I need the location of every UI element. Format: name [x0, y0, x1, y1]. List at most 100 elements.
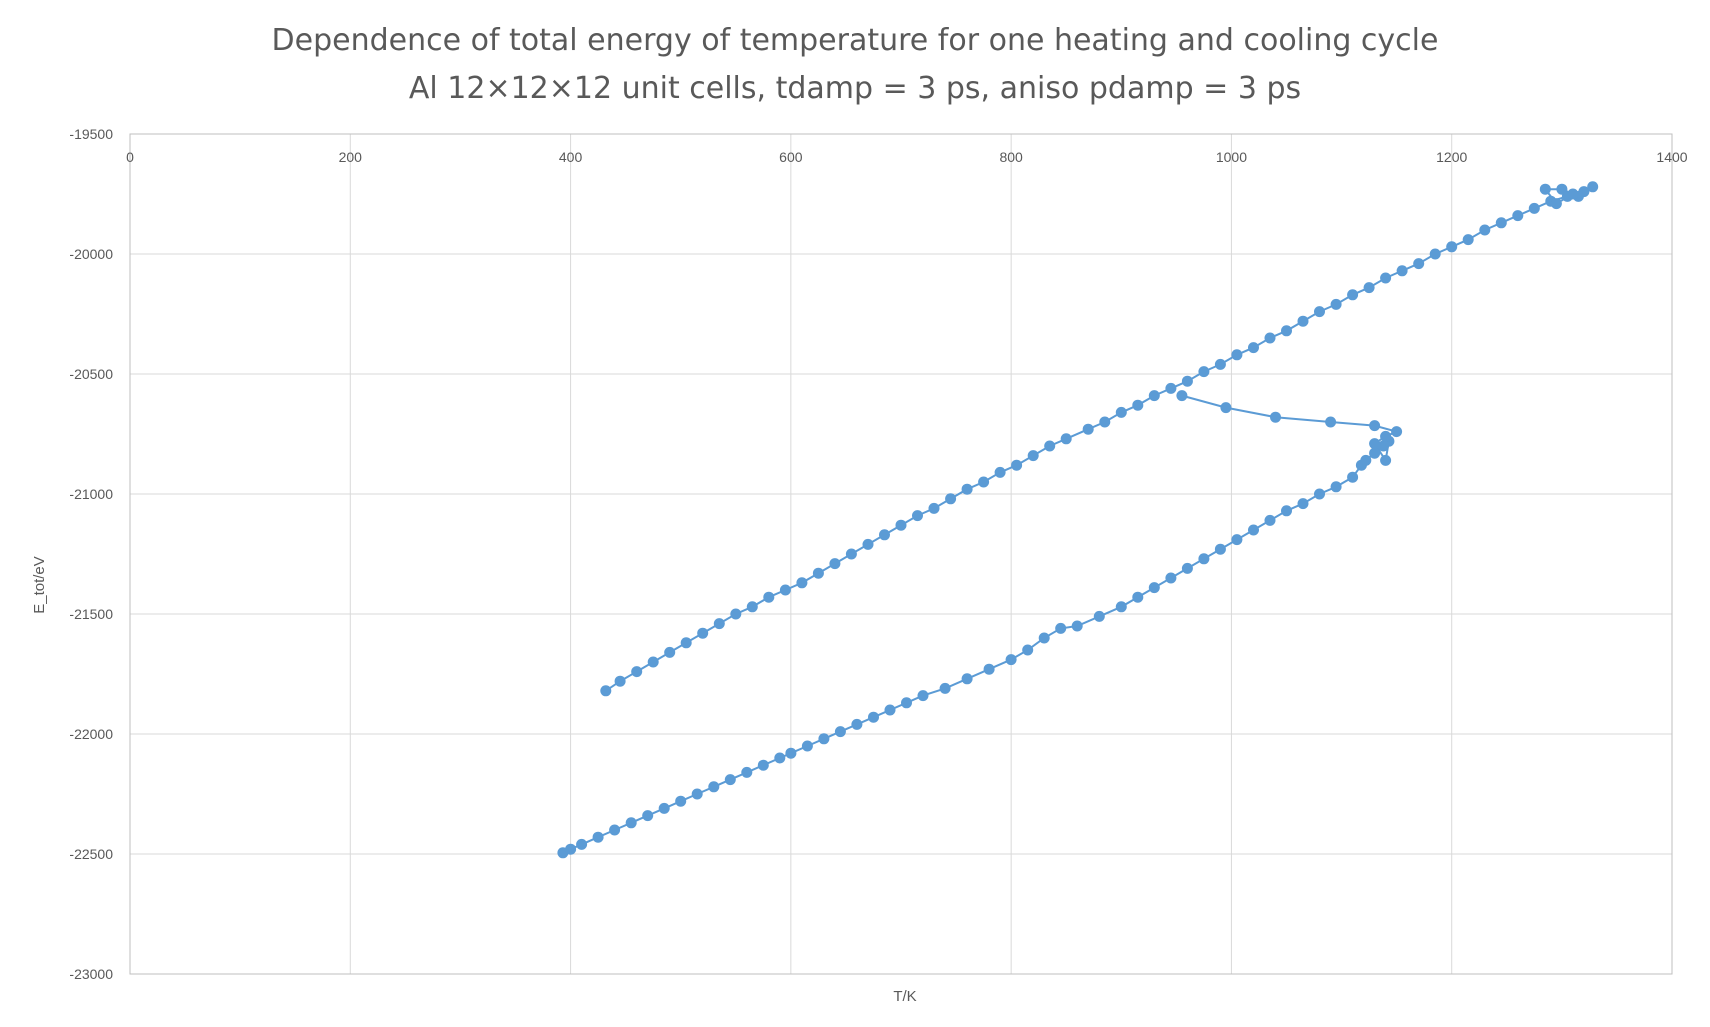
chart-subtitle: Al 12×12×12 unit cells, tdamp = 3 ps, an… [409, 71, 1301, 106]
data-point [757, 759, 769, 771]
data-point [1132, 399, 1144, 411]
data-point [1148, 390, 1160, 402]
data-point [631, 666, 643, 678]
data-point [1281, 505, 1292, 517]
data-point [680, 637, 692, 649]
data-point [939, 682, 951, 694]
data-point [1198, 553, 1210, 565]
data-point [675, 795, 687, 807]
data-point [1044, 440, 1056, 452]
data-point [664, 646, 676, 658]
data-point [1380, 430, 1392, 442]
data-point [895, 519, 907, 531]
data-point [1132, 591, 1144, 603]
data-point [1115, 406, 1127, 418]
data-point [879, 529, 890, 541]
data-point [658, 802, 670, 814]
data-point [600, 685, 612, 697]
y-tick-label: -21000 [69, 486, 113, 502]
data-point [1176, 390, 1188, 402]
data-point [1347, 289, 1359, 301]
data-point [1325, 416, 1337, 428]
data-point [1380, 272, 1392, 284]
data-point [1567, 188, 1579, 200]
series-layer [557, 181, 1599, 859]
data-point [1479, 224, 1491, 236]
data-point [945, 493, 957, 505]
data-point [928, 502, 940, 514]
data-point [1347, 471, 1359, 483]
series-line [562, 394, 1400, 854]
data-point [884, 704, 896, 716]
data-point [1198, 366, 1210, 378]
y-tick-label: -21500 [69, 606, 113, 622]
data-point [1248, 342, 1259, 354]
x-tick-label: 800 [999, 149, 1023, 165]
data-point [862, 538, 874, 550]
x-tick-label: 400 [559, 149, 583, 165]
plot-frame [129, 133, 1673, 975]
data-point [1539, 183, 1551, 195]
data-point [1214, 358, 1226, 370]
data-point [1297, 315, 1309, 327]
data-point [1165, 572, 1177, 584]
data-point [1022, 644, 1034, 656]
x-tick-label: 1000 [1216, 149, 1247, 165]
data-point [746, 601, 758, 613]
data-point [1165, 382, 1177, 394]
data-point [1027, 450, 1039, 462]
data-point [1231, 349, 1243, 361]
data-point [1281, 325, 1292, 337]
data-point [1220, 402, 1232, 414]
y-tick-label: -22500 [69, 846, 113, 862]
data-point [697, 627, 709, 639]
x-tick-label: 1200 [1436, 149, 1467, 165]
data-point [1231, 534, 1243, 546]
data-point [614, 675, 626, 687]
data-point [1380, 454, 1392, 466]
data-point [1181, 375, 1193, 387]
data-point [724, 774, 736, 786]
data-point [1369, 438, 1381, 450]
data-point [845, 548, 857, 560]
data-point [1115, 601, 1127, 613]
data-point [1314, 306, 1325, 318]
tick-labels: 0 200 400 600 800 1000 1200 1400 -19500 -20000 -20… [69, 126, 1687, 982]
data-point [1148, 582, 1160, 594]
data-point [1495, 217, 1507, 229]
data-point [1396, 265, 1408, 277]
data-point [1363, 282, 1375, 294]
data-point [763, 591, 775, 603]
data-point [1391, 426, 1403, 438]
data-point [1429, 248, 1441, 260]
data-point [961, 483, 973, 495]
data-point [592, 831, 604, 843]
data-point [1413, 258, 1425, 270]
data-point [912, 510, 923, 522]
data-point [1011, 459, 1023, 471]
data-point [1550, 198, 1562, 210]
data-point [812, 567, 824, 579]
y-axis-label: E_tot/eV [31, 556, 48, 614]
data-point [901, 697, 912, 709]
data-point [774, 752, 786, 764]
data-point [1512, 210, 1524, 222]
y-tick-label: -23000 [69, 966, 113, 982]
data-point [1093, 610, 1105, 622]
data-point [1369, 447, 1381, 459]
data-point [851, 718, 863, 730]
data-point [779, 584, 791, 596]
x-tick-label: 200 [339, 149, 363, 165]
data-point [1446, 241, 1458, 253]
data-point [1071, 620, 1083, 632]
data-point [713, 618, 725, 630]
data-point [1005, 654, 1017, 666]
data-point [978, 476, 990, 488]
y-tick-label: -20500 [69, 366, 113, 382]
data-point [994, 466, 1006, 478]
data-point [565, 843, 577, 855]
data-point [818, 733, 830, 745]
data-point [642, 810, 654, 822]
y-tick-label: -19500 [69, 126, 113, 142]
y-tick-label: -22000 [69, 726, 113, 742]
